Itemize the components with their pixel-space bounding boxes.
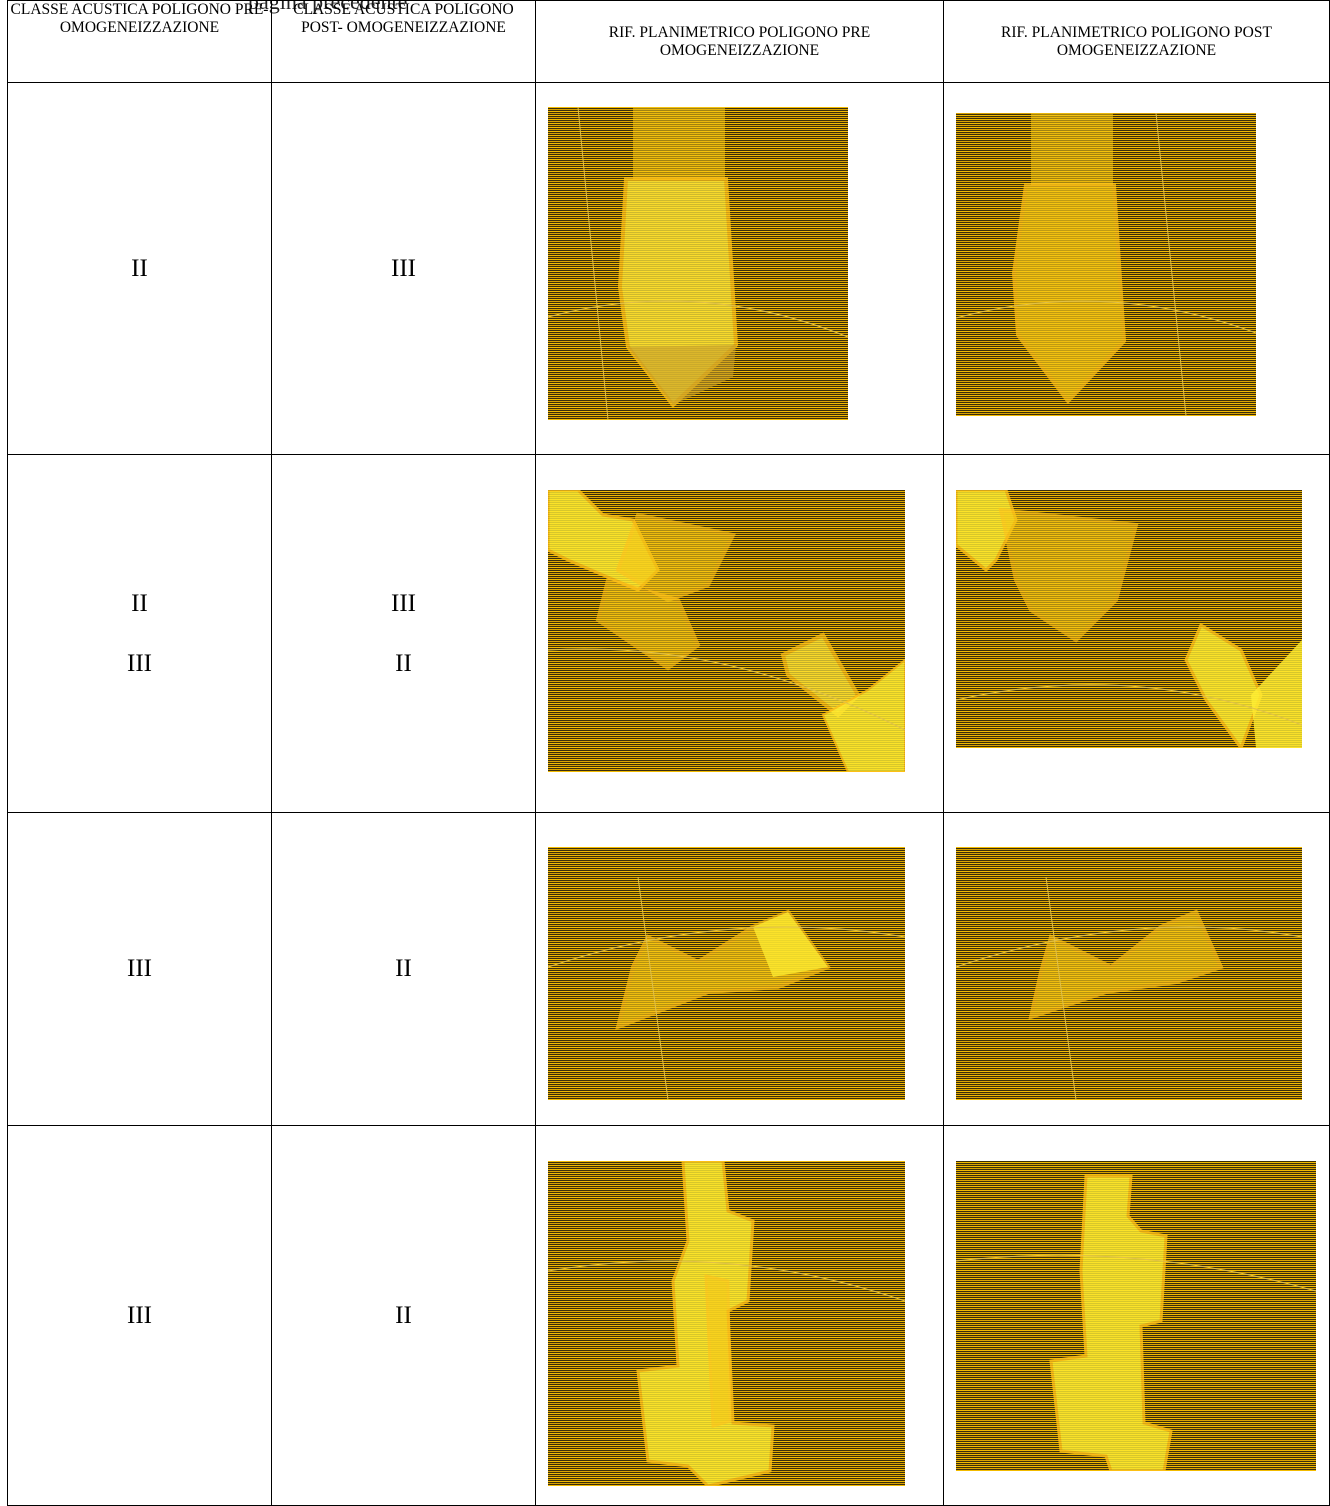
pre-class-cell: III xyxy=(7,812,272,1126)
class-value: III xyxy=(127,1301,152,1329)
class-value: II xyxy=(131,589,148,617)
header-post-map: RIF. PLANIMETRICO POLIGONO POST OMOGENEI… xyxy=(943,0,1330,83)
post-map-cell xyxy=(943,812,1330,1126)
post-class-cell: III xyxy=(271,82,536,455)
table-row: III II xyxy=(7,812,1330,1126)
post-class-cell: II xyxy=(271,812,536,1126)
class-value: II xyxy=(395,955,412,982)
post-class-cell: II xyxy=(271,1125,536,1506)
pre-class-cell: II III xyxy=(7,454,272,813)
map-2-pre-image xyxy=(548,490,905,772)
header-post-class: CLASSE ACUSTICA POLIGONO POST- OMOGENEIZ… xyxy=(271,0,536,83)
class-value: III xyxy=(391,254,416,282)
post-map-cell xyxy=(943,1125,1330,1506)
header-row: CLASSE ACUSTICA POLIGONO PRE- OMOGENEIZZ… xyxy=(7,0,1330,83)
map-1-pre-image xyxy=(548,107,848,420)
class-value: II xyxy=(395,1301,412,1329)
map-2-post-image xyxy=(956,490,1302,748)
header-pre-class: CLASSE ACUSTICA POLIGONO PRE- OMOGENEIZZ… xyxy=(7,0,272,83)
pre-class-cell: III xyxy=(7,1125,272,1506)
map-4-pre-image xyxy=(548,1161,905,1486)
pre-map-cell xyxy=(535,82,944,455)
class-value: II xyxy=(395,649,412,677)
table-row: II III xyxy=(7,82,1330,455)
map-3-pre-image xyxy=(548,847,905,1100)
class-value: III xyxy=(391,589,416,617)
pre-class-cell: II xyxy=(7,82,272,455)
table-row: II III III II xyxy=(7,454,1330,813)
map-3-post-image xyxy=(956,847,1302,1100)
class-value: II xyxy=(131,254,148,282)
class-value: III xyxy=(127,649,152,677)
class-value: III xyxy=(127,955,152,982)
post-map-cell xyxy=(943,454,1330,813)
map-1-post-image xyxy=(956,113,1256,416)
homogenization-table: CLASSE ACUSTICA POLIGONO PRE- OMOGENEIZZ… xyxy=(7,0,1330,1506)
map-4-post-image xyxy=(956,1161,1316,1471)
pre-map-cell xyxy=(535,812,944,1126)
post-class-cell: III II xyxy=(271,454,536,813)
pre-map-cell xyxy=(535,454,944,813)
table-row: III II xyxy=(7,1125,1330,1506)
header-pre-map: RIF. PLANIMETRICO POLIGONO PRE OMOGENEIZ… xyxy=(535,0,944,83)
pre-map-cell xyxy=(535,1125,944,1506)
post-map-cell xyxy=(943,82,1330,455)
